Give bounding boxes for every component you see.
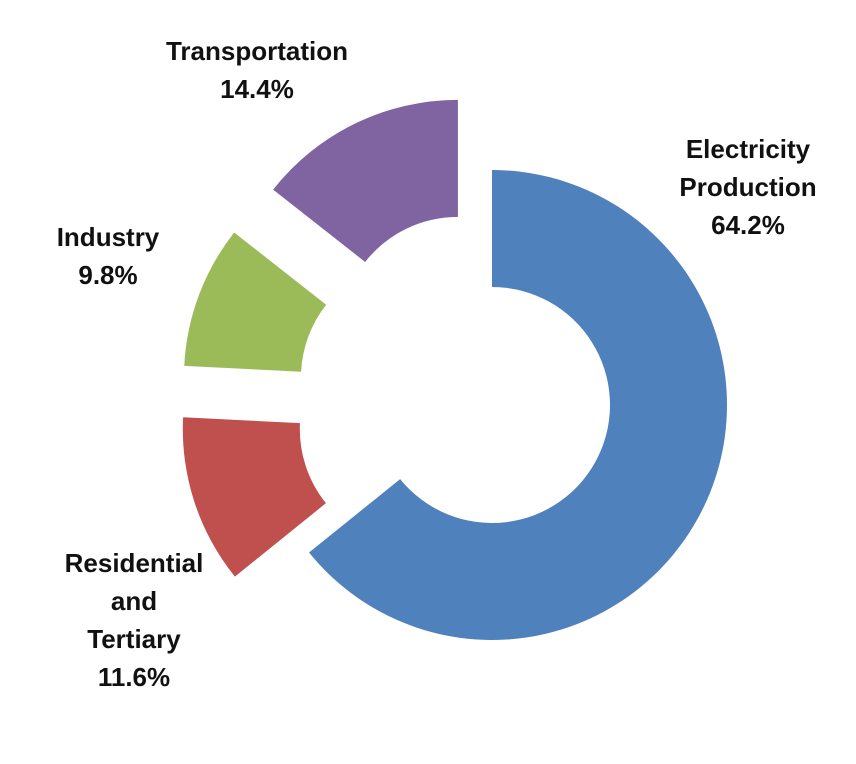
slice-label-residential-and-tertiary: Residential and Tertiary 11.6% — [65, 548, 204, 692]
slice-category-label: Electricity — [686, 134, 811, 164]
slice-label-transportation: Transportation 14.4% — [166, 36, 348, 104]
slice-industry — [184, 232, 327, 372]
slice-value-label: 14.4% — [220, 74, 294, 104]
slice-category-label: Tertiary — [87, 624, 181, 654]
slice-category-label: Production — [679, 172, 816, 202]
slice-label-electricity-production: Electricity Production 64.2% — [679, 134, 816, 240]
slice-value-label: 64.2% — [711, 210, 785, 240]
slice-category-label: Residential — [65, 548, 204, 578]
slice-electricity-production — [309, 170, 727, 641]
slice-value-label: 9.8% — [78, 260, 137, 290]
labels-layer: Electricity Production 64.2% Residential and… — [57, 36, 817, 692]
slice-category-label: Industry — [57, 222, 160, 252]
slice-residential-and-tertiary — [182, 417, 326, 577]
slice-transportation — [273, 99, 458, 262]
slice-category-label: Transportation — [166, 36, 348, 66]
slice-label-industry: Industry 9.8% — [57, 222, 160, 290]
slice-category-label: and — [111, 586, 157, 616]
slices-layer — [182, 99, 727, 641]
slice-value-label: 11.6% — [98, 662, 170, 692]
